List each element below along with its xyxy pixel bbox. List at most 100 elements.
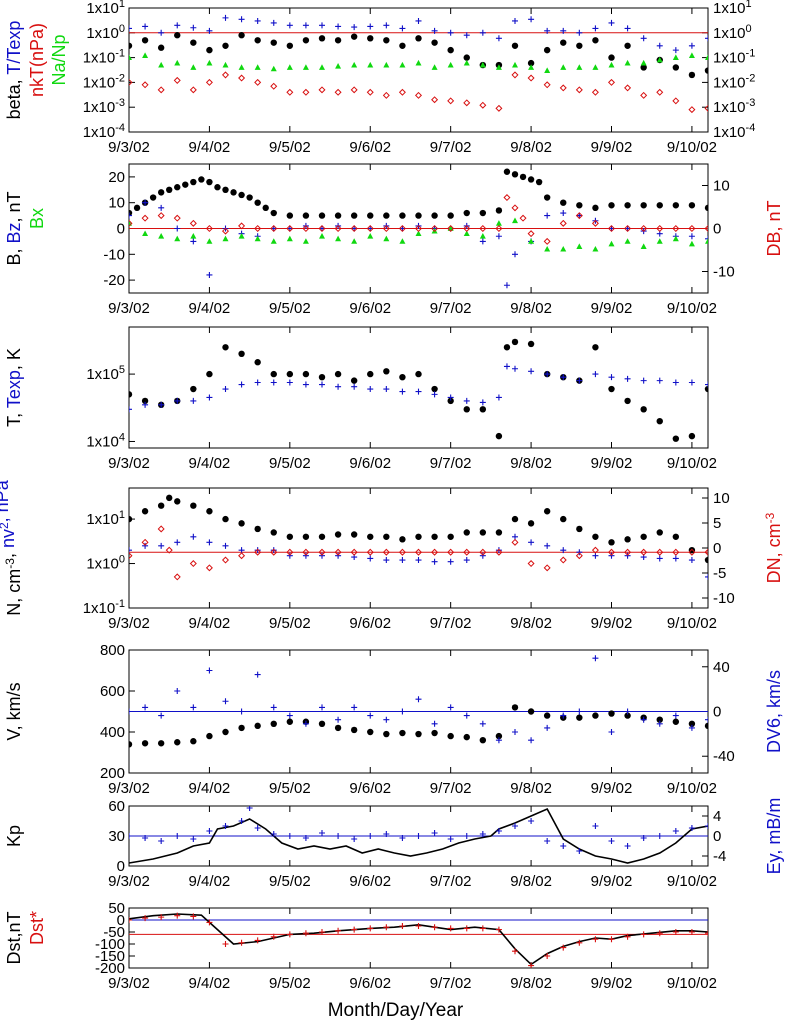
x-tick-label: 9/10/02 <box>667 780 717 797</box>
y-tick-label: 1x10-2 <box>83 72 125 91</box>
series-blue <box>129 806 708 854</box>
data-point <box>141 397 149 405</box>
data-point <box>206 828 213 834</box>
data-point <box>318 720 326 727</box>
data-point <box>479 737 487 744</box>
data-point <box>528 962 535 968</box>
data-point <box>399 536 406 543</box>
data-point <box>431 39 438 46</box>
data-point <box>495 547 502 554</box>
data-point <box>592 344 599 351</box>
data-point <box>129 25 132 32</box>
data-point <box>270 720 277 727</box>
y-axis-title-right: DB, nT <box>764 200 784 256</box>
data-point <box>254 547 261 554</box>
x-tick-label: 9/10/02 <box>667 873 717 890</box>
data-point <box>495 828 502 834</box>
data-point <box>704 385 708 393</box>
data-point <box>447 925 454 932</box>
data-point <box>129 741 133 748</box>
x-tick-label: 9/9/02 <box>591 975 633 992</box>
x-tick-label: 9/9/02 <box>591 873 633 890</box>
data-point <box>141 508 149 515</box>
data-point <box>495 220 502 226</box>
data-point <box>528 737 535 744</box>
data-point <box>608 202 615 209</box>
data-point <box>543 46 551 54</box>
y-tick-right-label: -10 <box>713 264 735 281</box>
data-point <box>640 835 647 841</box>
data-point <box>302 212 310 219</box>
data-point <box>672 202 680 209</box>
panel-4: 9/3/02 9/4/02 9/5/02 9/6/02 9/7/02 9/8/02 9/9/… <box>0 479 784 632</box>
data-point <box>158 401 165 408</box>
y-axis-title: B, Bz, nT <box>4 191 24 265</box>
data-point <box>270 831 277 837</box>
data-point <box>640 533 647 540</box>
data-point <box>254 224 262 233</box>
data-point <box>133 204 141 212</box>
data-point <box>519 173 527 181</box>
data-point <box>656 529 663 536</box>
data-point <box>318 548 326 556</box>
data-point <box>367 212 374 219</box>
data-point <box>479 925 486 932</box>
data-point <box>656 88 664 96</box>
data-point <box>173 573 181 581</box>
data-point <box>334 724 342 732</box>
data-point <box>640 224 648 233</box>
x-tick-label: 9/9/02 <box>591 139 633 156</box>
series-layer <box>129 494 708 581</box>
data-point <box>254 78 262 86</box>
data-point <box>479 224 487 233</box>
data-point <box>559 556 567 564</box>
x-tick-label: 9/4/02 <box>189 780 231 797</box>
data-point <box>512 217 518 224</box>
data-point <box>158 61 165 68</box>
data-point <box>656 716 663 723</box>
data-point <box>640 716 647 723</box>
data-point <box>270 39 277 46</box>
y-tick-label: 1x105 <box>86 364 125 383</box>
data-point <box>688 929 695 935</box>
data-point <box>367 23 374 30</box>
data-point <box>511 704 519 711</box>
data-point <box>672 555 679 562</box>
data-point <box>222 344 229 351</box>
data-point <box>479 552 486 559</box>
data-point <box>206 508 213 515</box>
data-point <box>157 740 165 747</box>
panel-7: 9/3/02 9/4/02 9/5/02 9/6/02 9/7/02 9/8/02 9/9/… <box>4 900 717 992</box>
data-point <box>142 52 149 59</box>
data-point <box>624 712 631 719</box>
data-point <box>608 936 615 943</box>
data-point <box>270 704 277 711</box>
data-point <box>672 235 679 242</box>
data-point <box>608 61 615 68</box>
data-point <box>129 42 133 49</box>
y-tick-right-label: 1x100 <box>713 23 752 42</box>
data-point <box>254 17 261 24</box>
data-point <box>705 35 708 42</box>
data-point <box>479 29 486 36</box>
data-point <box>351 225 358 232</box>
data-point <box>399 42 406 49</box>
data-point <box>560 39 567 46</box>
data-point <box>463 209 470 217</box>
data-point <box>398 88 406 96</box>
data-point <box>576 708 583 715</box>
y-tick-right-label: 0 <box>713 704 721 721</box>
data-point <box>463 32 470 39</box>
data-point <box>350 548 358 556</box>
x-tick-label: 9/4/02 <box>189 615 231 632</box>
x-tick-label: 9/8/02 <box>510 455 552 472</box>
data-point <box>447 61 454 68</box>
data-point <box>640 548 648 556</box>
data-point <box>238 552 246 560</box>
data-point <box>656 555 663 562</box>
data-point <box>511 515 519 523</box>
data-point <box>270 379 277 386</box>
data-point <box>415 59 422 66</box>
y-tick-label: -10 <box>103 246 125 263</box>
data-point <box>238 191 245 199</box>
